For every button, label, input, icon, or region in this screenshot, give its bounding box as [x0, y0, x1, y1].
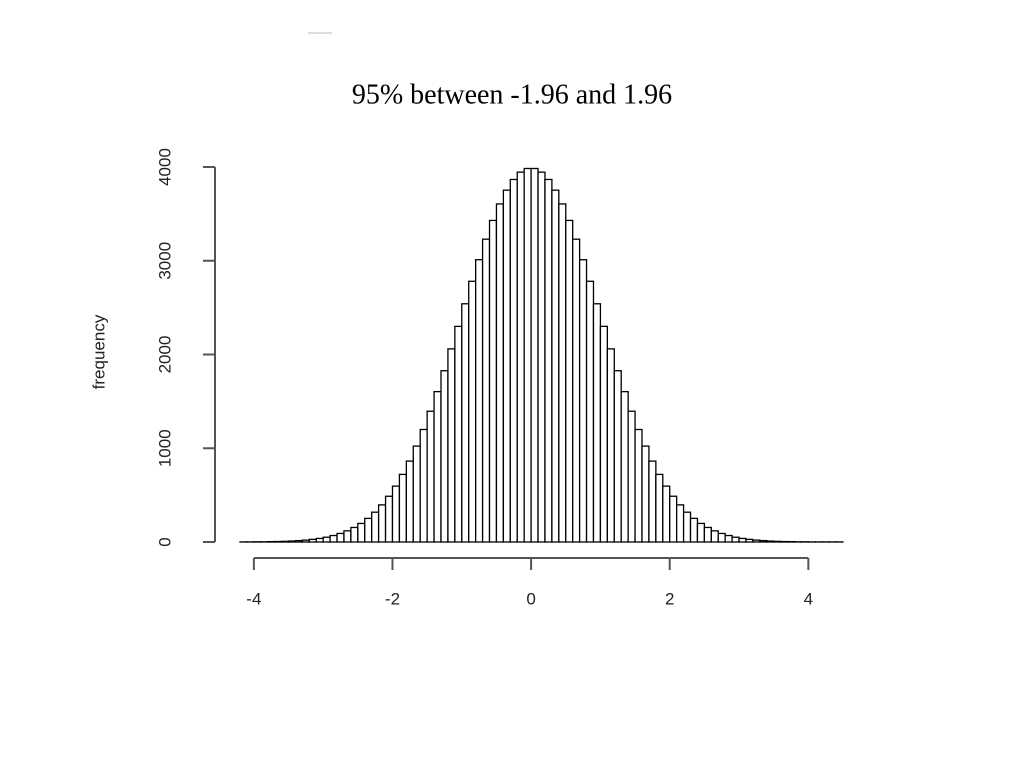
bar: [773, 540, 782, 543]
bar: [648, 460, 657, 543]
bar: [336, 532, 345, 543]
bar: [676, 504, 685, 543]
bar: [384, 495, 394, 543]
bar: [662, 485, 671, 543]
bar: [405, 460, 414, 543]
bar: [301, 539, 310, 543]
bar: [606, 348, 615, 543]
bar: [731, 536, 740, 543]
bar: [509, 178, 518, 543]
bar: [689, 517, 699, 543]
bar: [530, 167, 539, 543]
bar: [391, 485, 401, 543]
bar: [364, 517, 373, 543]
x-tick-label: -4: [246, 589, 261, 608]
bar: [412, 445, 421, 543]
bar: [468, 280, 477, 543]
bar: [516, 171, 525, 543]
bar: [461, 303, 470, 543]
y-tick-label: 4000: [155, 148, 174, 186]
bar: [766, 540, 775, 543]
bar: [724, 534, 733, 543]
y-axis-label: frequency: [89, 314, 108, 389]
bar: [454, 325, 463, 543]
bar: [287, 540, 297, 543]
bar: [544, 178, 553, 543]
bar: [350, 526, 359, 543]
bar: [488, 219, 498, 543]
y-tick-label: 0: [155, 537, 174, 546]
bar: [322, 536, 331, 543]
x-tick-label: 2: [665, 589, 674, 608]
x-tick-label: 0: [526, 589, 535, 608]
bar: [523, 167, 532, 543]
bar: [294, 539, 304, 543]
y-tick-label: 1000: [155, 429, 174, 467]
bar: [537, 171, 546, 543]
bar: [357, 522, 366, 543]
y-tick-label: 3000: [155, 242, 174, 280]
bar: [613, 370, 622, 543]
bar: [329, 534, 338, 543]
bar: [585, 280, 595, 543]
bar: [343, 530, 352, 543]
bar: [495, 203, 505, 543]
bar: [475, 259, 484, 543]
x-tick-label: -2: [385, 589, 400, 608]
bar: [433, 390, 442, 543]
chart-title: 95% between -1.96 and 1.96: [352, 79, 672, 110]
bar: [280, 540, 290, 543]
bar: [696, 522, 706, 543]
bar: [440, 370, 449, 543]
bar: [578, 259, 588, 543]
bar: [426, 410, 435, 543]
bar: [710, 530, 719, 543]
bar: [419, 428, 428, 543]
bar: [752, 539, 761, 543]
bar: [641, 445, 650, 543]
y-tick-label: 2000: [155, 336, 174, 374]
bar: [745, 538, 754, 543]
bar: [703, 526, 712, 543]
bar: [315, 537, 324, 543]
bar: [592, 303, 602, 543]
bar: [398, 473, 407, 543]
bar: [558, 203, 567, 543]
bar: [447, 348, 456, 543]
bar: [738, 537, 747, 543]
bar: [682, 511, 692, 543]
bar: [634, 428, 643, 543]
bar: [377, 504, 387, 543]
bar: [620, 390, 629, 543]
x-tick-label: 4: [804, 589, 813, 608]
bar: [481, 238, 491, 543]
bar: [717, 532, 726, 543]
bar: [655, 473, 664, 543]
bar: [759, 539, 768, 543]
bar: [572, 238, 581, 543]
bar: [627, 410, 636, 543]
bar: [669, 495, 678, 543]
bar: [551, 189, 560, 543]
bar: [502, 189, 511, 543]
bar: [371, 511, 380, 543]
bar: [308, 538, 317, 543]
bar: [565, 219, 574, 543]
bar: [599, 325, 608, 543]
